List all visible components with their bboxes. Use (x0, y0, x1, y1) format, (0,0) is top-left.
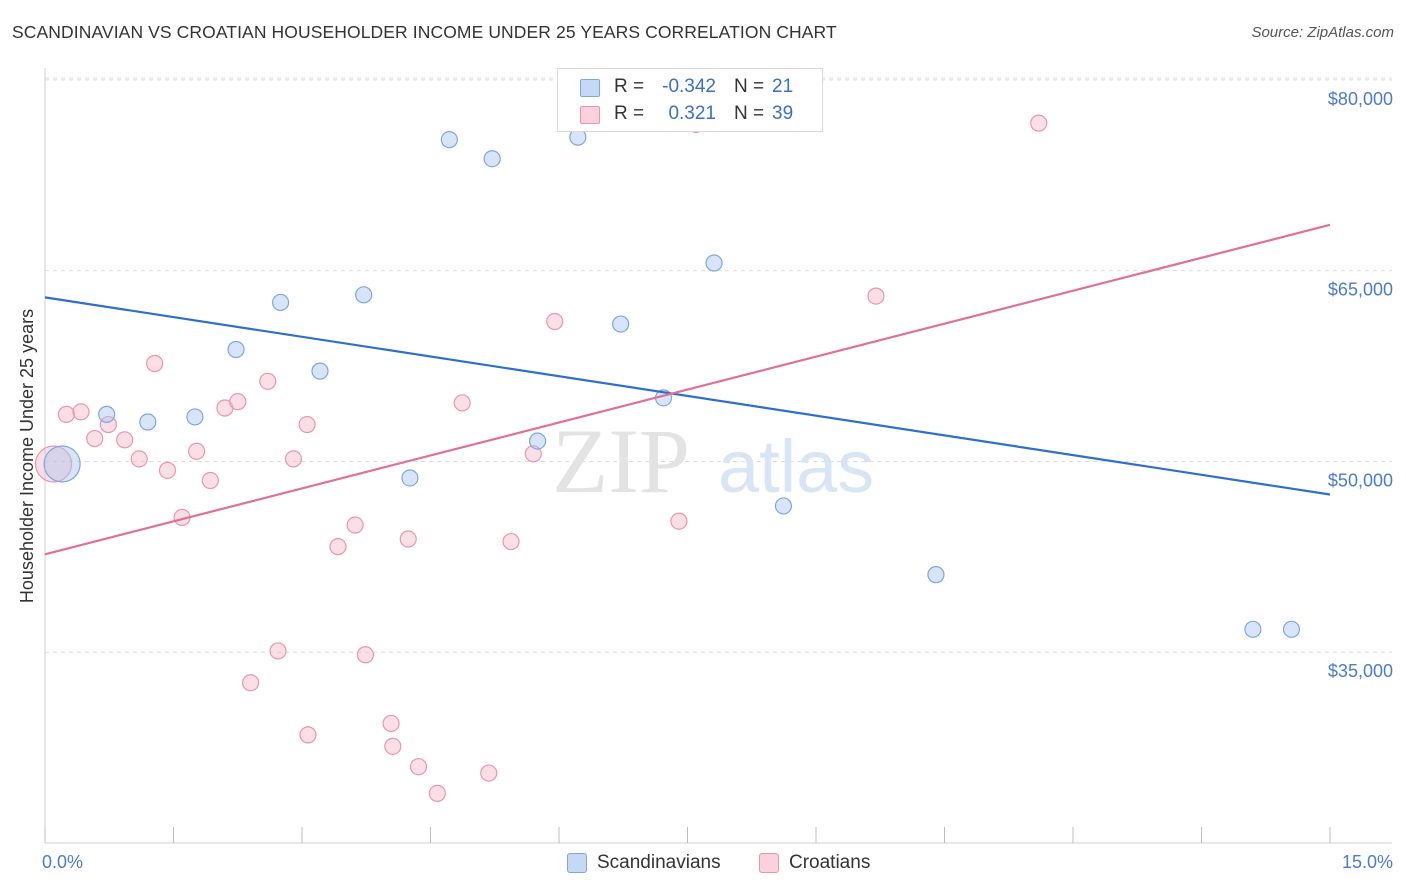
watermark: ZIP atlas (552, 410, 874, 512)
legend-r-label: R = (614, 76, 645, 97)
scandinavian-point (355, 286, 373, 304)
croatian-point (409, 758, 428, 776)
croatian-point (299, 726, 317, 744)
croatian-point (480, 764, 498, 782)
scandinavian-point (612, 315, 630, 333)
croatian-point (329, 538, 347, 556)
scandinavian-point (311, 362, 329, 380)
y-tick-label: $35,000 (1328, 661, 1393, 681)
watermark-atlas: atlas (718, 425, 874, 508)
bottom-legend-swatch-scandinavians (567, 853, 587, 873)
scandinavian-point (271, 293, 290, 312)
scandinavian-point (705, 254, 723, 272)
croatian-point (269, 642, 287, 660)
y-tick-label: $80,000 (1328, 89, 1393, 109)
source-label: Source: ZipAtlas.com (1251, 24, 1394, 41)
bottom-legend-label: Scandinavians (597, 852, 721, 873)
bottom-legend-swatch-croatians (759, 853, 779, 873)
croatian-point (229, 393, 247, 411)
legend-n-label: N = (734, 103, 765, 124)
croatian-point (670, 512, 688, 530)
croatian-point (201, 471, 219, 490)
legend: R = -0.342 N = 21 R = 0.321 N = 39 (557, 68, 823, 132)
croatian-point (259, 372, 277, 390)
legend-n-label: N = (734, 76, 765, 97)
chart-title: SCANDINAVIAN VS CROATIAN HOUSEHOLDER INC… (12, 22, 837, 42)
scandinavian-point (774, 497, 793, 515)
croatian-point (524, 445, 542, 463)
y-tick-label: $65,000 (1328, 280, 1393, 300)
croatian-point (242, 674, 260, 692)
scandinavian-point (227, 340, 245, 359)
scandinavian-point (98, 405, 116, 423)
croatian-point (1030, 114, 1048, 132)
croatian-point (382, 714, 400, 733)
legend-swatch-croatians (580, 106, 600, 124)
croatian-point (546, 312, 564, 331)
croatian-point (428, 784, 446, 802)
croatian-point (453, 394, 471, 412)
axes: $35,000 $50,000 $65,000 $80,000 0.0% 15.0% (42, 68, 1393, 872)
croatian-point (356, 646, 374, 664)
legend-n-value: 21 (772, 76, 794, 97)
croatian-point (284, 450, 303, 468)
grid-lines (45, 77, 1392, 653)
bottom-legend-label: Croatians (789, 852, 871, 873)
scandinavian-point (186, 408, 204, 426)
trend-lines (44, 223, 1331, 556)
croatian-point (34, 445, 73, 483)
croatian-point (502, 532, 520, 551)
croatian-point (384, 737, 402, 755)
croatian-point (130, 450, 148, 468)
croatian-point (116, 431, 134, 449)
croatian-point (57, 405, 76, 423)
scandinavian-point (139, 413, 157, 431)
legend-n-value: 39 (772, 103, 794, 124)
scandinavian-point (440, 131, 458, 149)
scandinavian-point (927, 566, 945, 584)
scandinavian-point (1244, 620, 1262, 638)
y-axis-label: Householder Income Under 25 years (17, 309, 37, 603)
scandinavian-point (528, 432, 547, 450)
scandinavian-trend-line (44, 296, 1331, 496)
bottom-legend: Scandinavians Croatians (0, 852, 1406, 876)
croatian-point (399, 530, 417, 548)
x-tick-label: 0.0% (42, 852, 83, 872)
x-tick-label: 15.0% (1342, 852, 1393, 872)
croatian-trend-line (44, 223, 1331, 556)
legend-r-value: 0.321 (668, 103, 716, 124)
legend-r-value: -0.342 (662, 76, 716, 97)
watermark-zip: ZIP (552, 410, 690, 512)
croatian-point (346, 516, 364, 534)
croatian-point (86, 429, 104, 448)
croatian-point (146, 354, 164, 373)
croatian-point (72, 403, 90, 421)
legend-r-label: R = (614, 103, 645, 124)
scandinavian-point (483, 150, 501, 168)
legend-swatch-scandinavians (580, 79, 600, 97)
scandinavian-point (43, 445, 81, 483)
croatian-point (298, 415, 316, 434)
scandinavian-point (401, 469, 419, 487)
croatian-point (158, 461, 177, 479)
scandinavian-point (1282, 620, 1301, 638)
y-tick-label: $50,000 (1328, 470, 1393, 490)
croatian-point (188, 442, 206, 460)
croatian-point (867, 287, 885, 305)
